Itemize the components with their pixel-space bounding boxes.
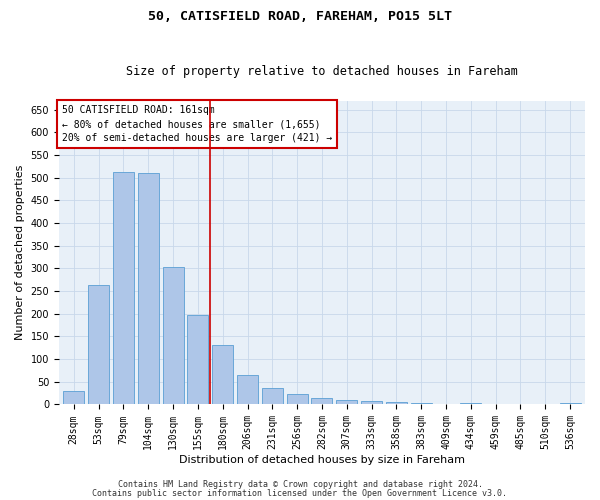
- Bar: [560, 402, 581, 404]
- Bar: [262, 388, 283, 404]
- Bar: [113, 172, 134, 404]
- Y-axis label: Number of detached properties: Number of detached properties: [15, 165, 25, 340]
- Bar: [212, 345, 233, 405]
- Title: Size of property relative to detached houses in Fareham: Size of property relative to detached ho…: [126, 66, 518, 78]
- Text: Contains public sector information licensed under the Open Government Licence v3: Contains public sector information licen…: [92, 488, 508, 498]
- Bar: [163, 268, 184, 404]
- Bar: [63, 391, 85, 404]
- Bar: [311, 398, 332, 404]
- Text: 50 CATISFIELD ROAD: 161sqm
← 80% of detached houses are smaller (1,655)
20% of s: 50 CATISFIELD ROAD: 161sqm ← 80% of deta…: [62, 105, 332, 143]
- Bar: [187, 315, 208, 404]
- Bar: [386, 402, 407, 404]
- Bar: [410, 402, 432, 404]
- Bar: [237, 375, 258, 404]
- Bar: [336, 400, 358, 404]
- Text: 50, CATISFIELD ROAD, FAREHAM, PO15 5LT: 50, CATISFIELD ROAD, FAREHAM, PO15 5LT: [148, 10, 452, 23]
- Text: Contains HM Land Registry data © Crown copyright and database right 2024.: Contains HM Land Registry data © Crown c…: [118, 480, 482, 489]
- Bar: [361, 402, 382, 404]
- Bar: [137, 172, 159, 404]
- Bar: [287, 394, 308, 404]
- Bar: [460, 402, 481, 404]
- X-axis label: Distribution of detached houses by size in Fareham: Distribution of detached houses by size …: [179, 455, 465, 465]
- Bar: [88, 285, 109, 405]
